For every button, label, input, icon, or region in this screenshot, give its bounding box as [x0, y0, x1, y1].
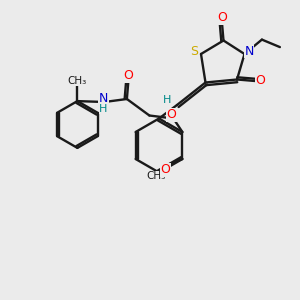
Text: S: S [190, 45, 198, 58]
Text: O: O [166, 108, 176, 122]
Text: CH₃: CH₃ [68, 76, 87, 86]
Text: O: O [123, 69, 133, 82]
Text: H: H [99, 103, 108, 114]
Text: O: O [160, 163, 170, 176]
Text: CH₃: CH₃ [146, 171, 166, 182]
Text: O: O [256, 74, 265, 88]
Text: O: O [217, 11, 227, 24]
Text: N: N [244, 44, 254, 58]
Text: N: N [99, 92, 108, 105]
Text: H: H [163, 94, 172, 105]
